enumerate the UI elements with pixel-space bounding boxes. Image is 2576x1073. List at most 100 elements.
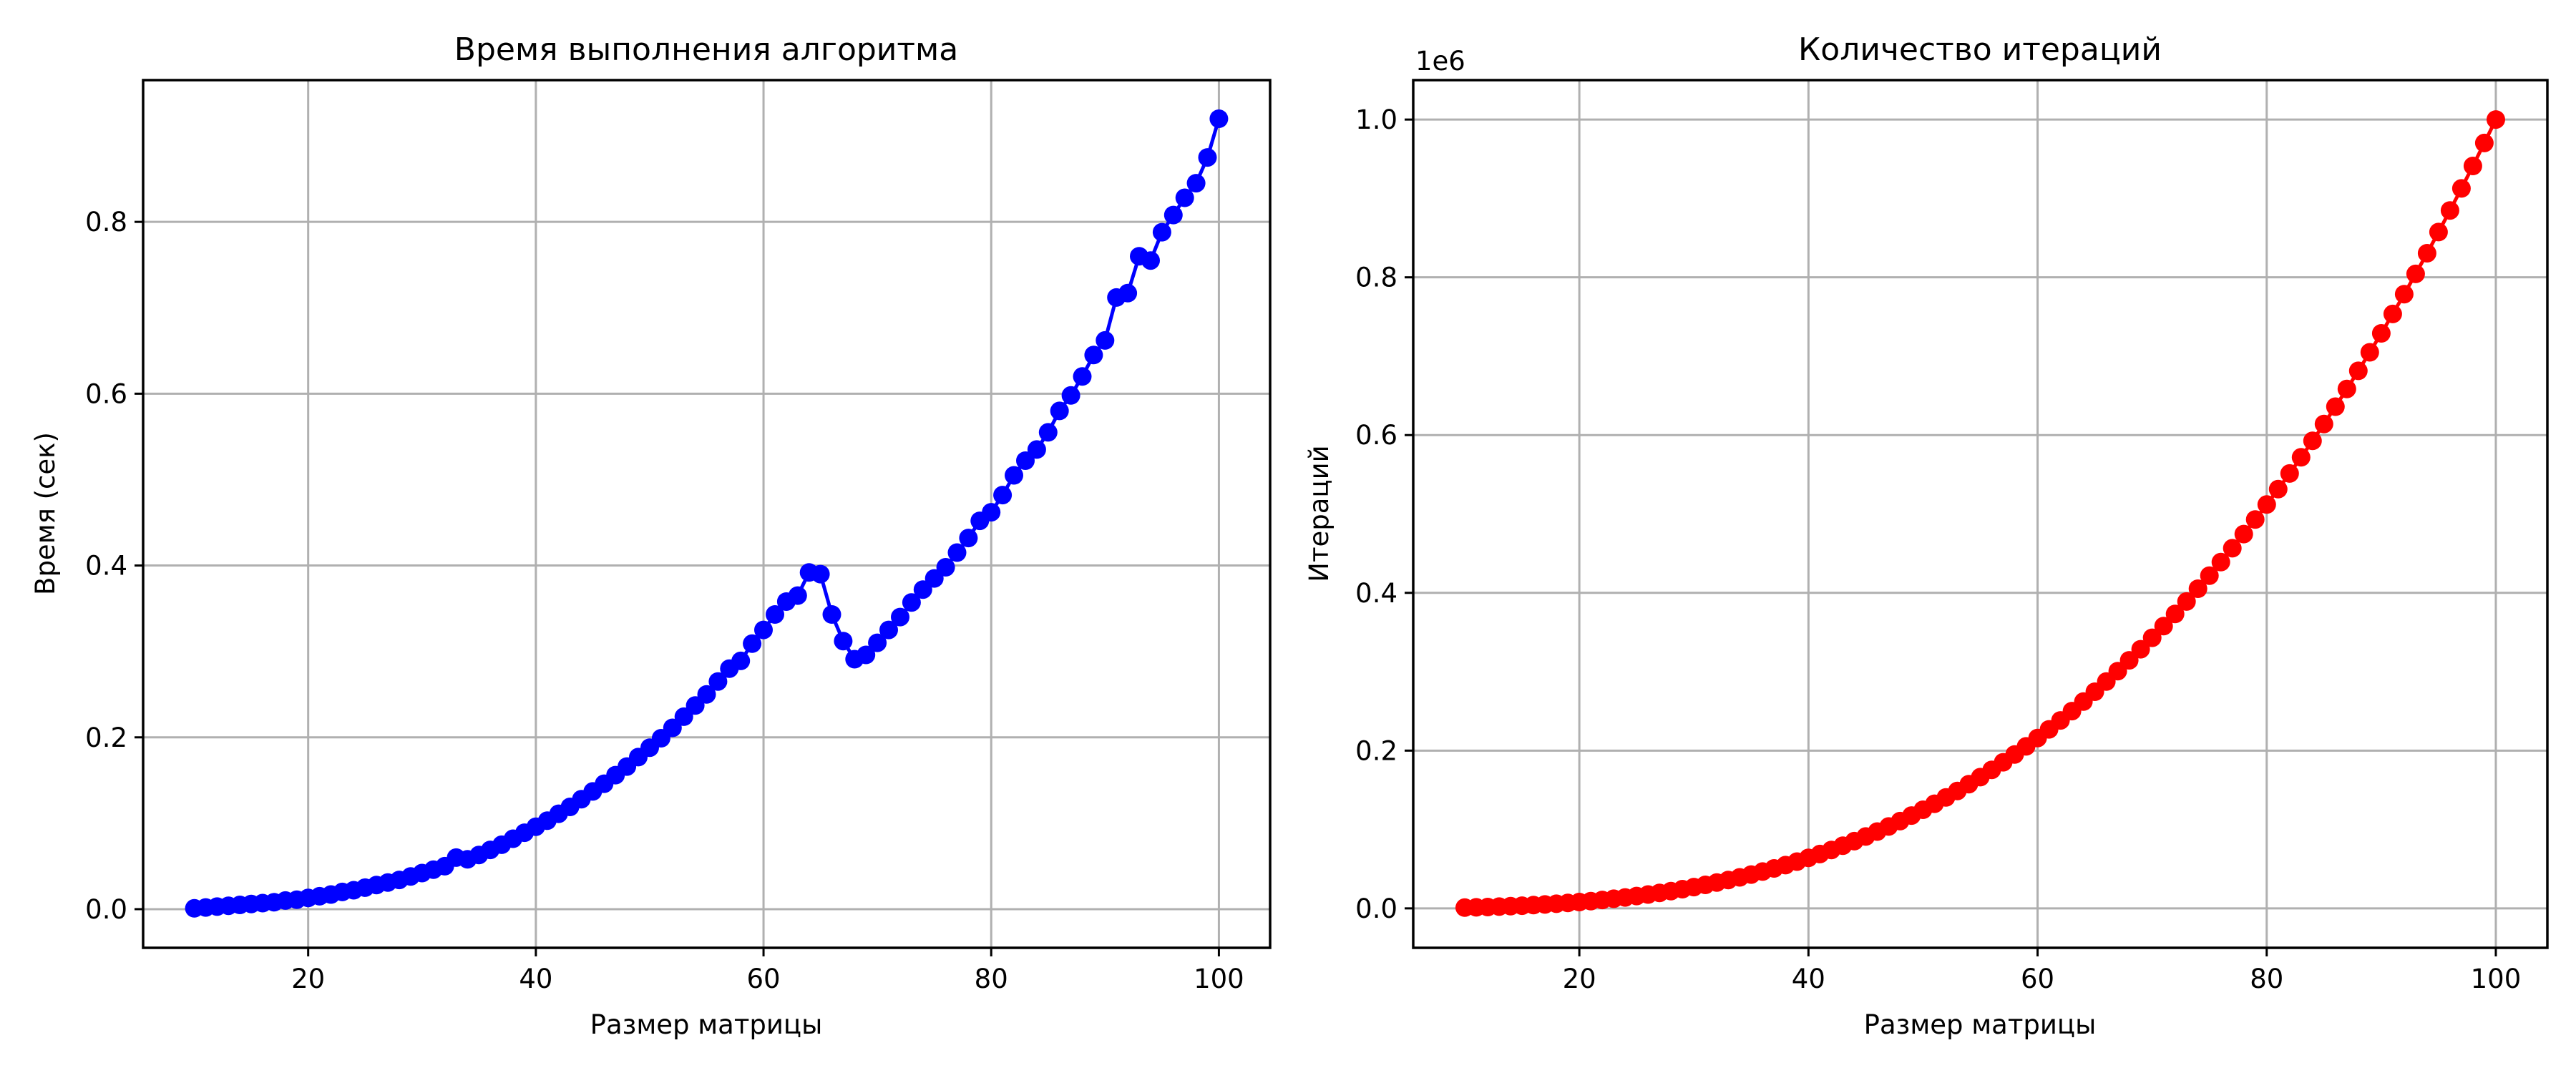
iterations-chart-ticks: 20 40 60 80 100 0.0 0.2 0.4 0.6 0.8 1.0 (1355, 104, 2521, 994)
data-point (731, 651, 751, 670)
data-point (993, 486, 1013, 505)
data-point (2245, 510, 2265, 529)
data-point (2303, 431, 2322, 451)
iterations-chart-offset-text: 1e6 (1415, 46, 1465, 77)
y-tick-label: 0.4 (85, 551, 127, 582)
data-point (697, 685, 716, 704)
time-chart-ticks: 20 40 60 80 100 0.0 0.2 0.4 0.6 0.8 (85, 207, 1244, 994)
data-point (2451, 179, 2471, 198)
iterations-chart-x-axis-label: Размер матрицы (1864, 1009, 2097, 1040)
data-point (959, 529, 978, 548)
x-tick-label: 40 (519, 964, 552, 994)
y-tick-label: 0.8 (85, 207, 127, 237)
data-point (834, 632, 853, 651)
data-point (2188, 579, 2207, 598)
data-point (913, 580, 932, 599)
x-tick-label: 100 (1194, 964, 1244, 994)
iterations-chart-y-axis-label: Итераций (1304, 445, 1335, 582)
data-point (924, 569, 944, 588)
data-point (947, 543, 967, 562)
time-chart: 20 40 60 80 100 0.0 0.2 0.4 0.6 0.8 Время выполне… (30, 31, 1272, 1040)
data-point (686, 696, 705, 715)
x-tick-label: 40 (1792, 964, 1825, 994)
time-chart-grid (143, 80, 1270, 948)
data-point (1198, 148, 1217, 167)
data-point (891, 607, 909, 627)
y-tick-label: 0.6 (85, 378, 127, 409)
data-point (2474, 133, 2494, 152)
data-point (1175, 188, 1194, 207)
data-point (788, 586, 807, 605)
time-chart-y-axis-label: Время (сек) (30, 432, 61, 595)
data-point (936, 558, 955, 577)
time-chart-frame (142, 79, 1272, 949)
data-point (2211, 552, 2230, 572)
y-tick-label: 1.0 (1355, 104, 1397, 135)
x-tick-label: 20 (1563, 964, 1596, 994)
x-tick-label: 100 (2471, 964, 2522, 994)
time-chart-x-axis-label: Размер матрицы (590, 1009, 823, 1040)
y-tick-label: 0.0 (85, 894, 127, 925)
data-point (1050, 401, 1069, 421)
data-point (2371, 324, 2391, 343)
data-point (2348, 361, 2368, 381)
data-point (2223, 539, 2242, 558)
data-point (1084, 346, 1103, 365)
x-tick-label: 60 (2021, 964, 2054, 994)
data-point (674, 707, 693, 726)
y-tick-label: 0.8 (1355, 263, 1397, 293)
data-point (2383, 304, 2402, 323)
data-point (2326, 397, 2345, 416)
data-point (743, 634, 762, 653)
data-point (1061, 386, 1080, 405)
data-point (2268, 479, 2288, 499)
data-point (1141, 251, 1160, 270)
data-point (2131, 640, 2150, 659)
time-chart-series (185, 109, 1229, 918)
data-point (754, 620, 773, 640)
data-point (868, 633, 887, 652)
data-point (2417, 244, 2436, 263)
data-point (2360, 343, 2379, 362)
y-tick-label: 0.2 (1355, 735, 1397, 766)
data-point (1096, 330, 1115, 350)
data-point (2200, 566, 2219, 585)
data-point (1038, 423, 1058, 442)
data-point (1209, 109, 1229, 128)
data-point (2463, 157, 2482, 175)
time-chart-title: Время выполнения алгоритма (454, 31, 958, 68)
data-point (1027, 440, 1046, 459)
data-point (2177, 592, 2196, 611)
data-point (2337, 379, 2356, 398)
x-tick-label: 80 (2250, 964, 2283, 994)
iterations-chart: 20 40 60 80 100 0.0 0.2 0.4 0.6 0.8 1.0 Количество… (1304, 31, 2549, 1040)
y-tick-label: 0.0 (1355, 893, 1397, 924)
iterations-chart-grid (1413, 80, 2547, 948)
data-point (2119, 651, 2139, 670)
iterations-chart-frame (1412, 79, 2549, 949)
data-point (857, 645, 876, 665)
data-point (2314, 414, 2333, 433)
data-point (879, 620, 898, 640)
iterations-chart-title: Количество итераций (1798, 31, 2162, 68)
data-point (2142, 628, 2162, 647)
y-tick-label: 0.4 (1355, 578, 1397, 609)
x-tick-label: 60 (746, 964, 780, 994)
data-point (822, 605, 841, 624)
data-point (1005, 466, 1023, 485)
data-point (2394, 285, 2414, 304)
x-tick-label: 80 (975, 964, 1008, 994)
data-point (2291, 448, 2311, 467)
data-point (2487, 110, 2505, 129)
y-tick-label: 0.6 (1355, 420, 1397, 451)
data-point (2440, 201, 2459, 220)
data-point (2406, 264, 2425, 283)
data-point (2165, 604, 2185, 624)
data-point (1073, 367, 1092, 386)
data-point (1163, 205, 1183, 225)
iterations-chart-series (1455, 110, 2505, 917)
data-point (2257, 495, 2276, 514)
data-point (663, 718, 682, 738)
